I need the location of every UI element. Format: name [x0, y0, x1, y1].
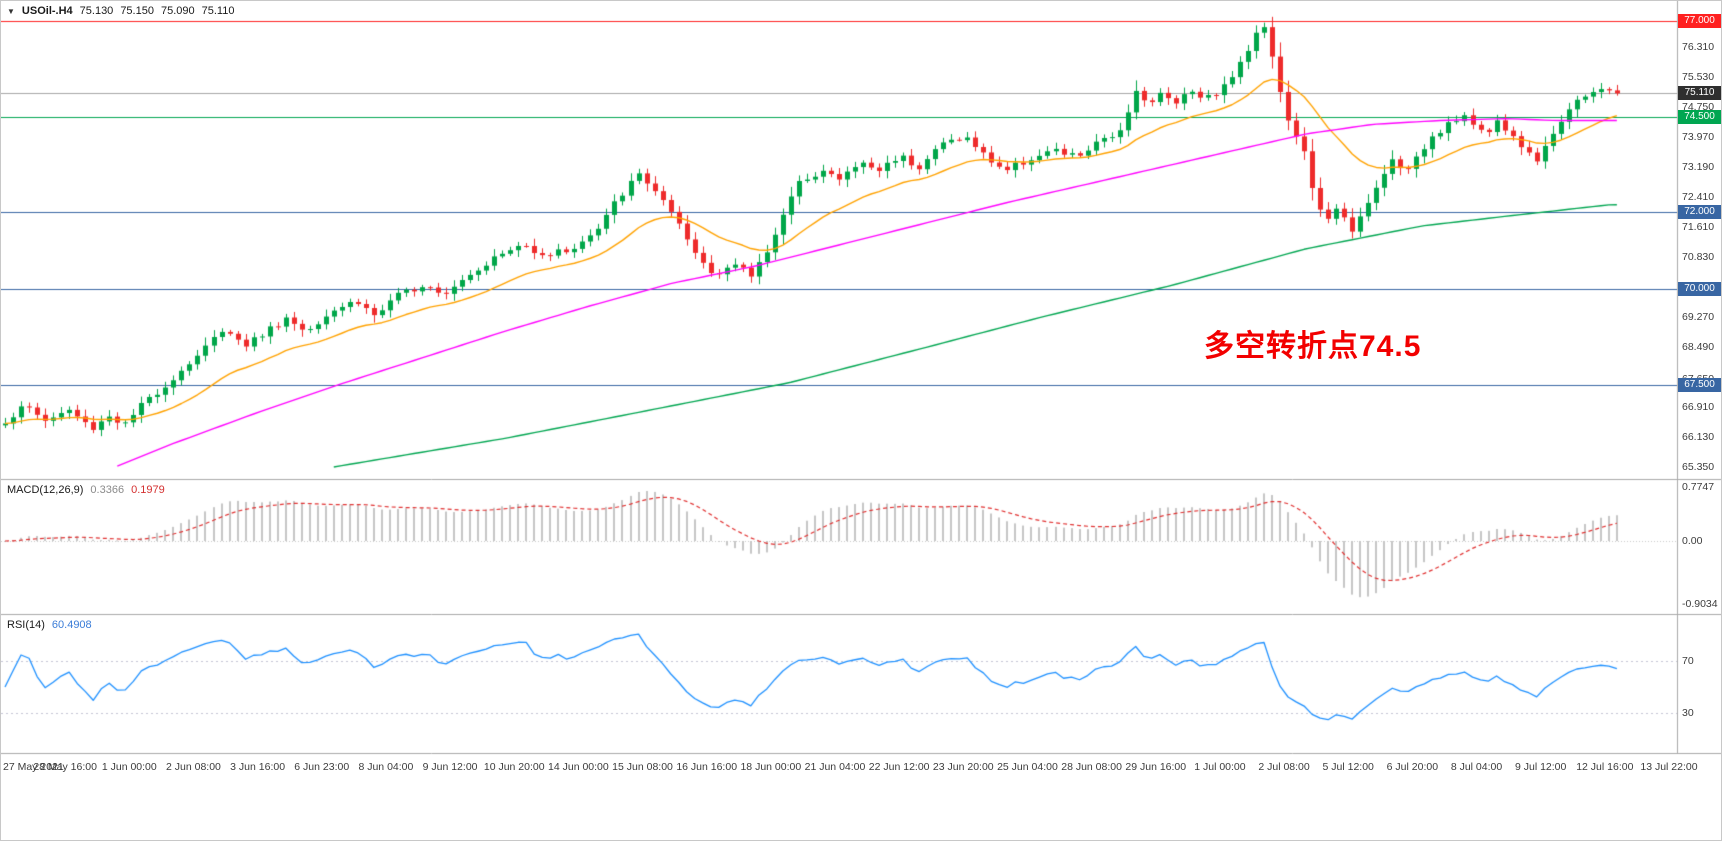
symbol-dropdown-icon[interactable]: ▼	[7, 6, 15, 16]
ohlc-low: 75.090	[160, 5, 195, 17]
ohlc-close: 75.110	[201, 5, 235, 17]
chart-title: ▼ USOil-.H4 75.130 75.150 75.090 75.110	[7, 5, 234, 17]
macd-signal-value: 0.1979	[131, 484, 165, 496]
macd-main-value: 0.3366	[90, 484, 125, 496]
rsi-name: RSI(14)	[7, 619, 45, 631]
rsi-label: RSI(14) 60.4908	[7, 619, 92, 631]
macd-name: MACD(12,26,9)	[7, 484, 84, 496]
macd-label: MACD(12,26,9) 0.3366 0.1979	[7, 484, 165, 496]
ohlc-open: 75.130	[79, 5, 114, 17]
ohlc-high: 75.150	[120, 5, 154, 17]
symbol-period-label: USOil-.H4	[21, 5, 73, 17]
annotation-text: 多空转折点74.5	[1204, 330, 1422, 363]
rsi-value: 60.4908	[51, 619, 92, 631]
